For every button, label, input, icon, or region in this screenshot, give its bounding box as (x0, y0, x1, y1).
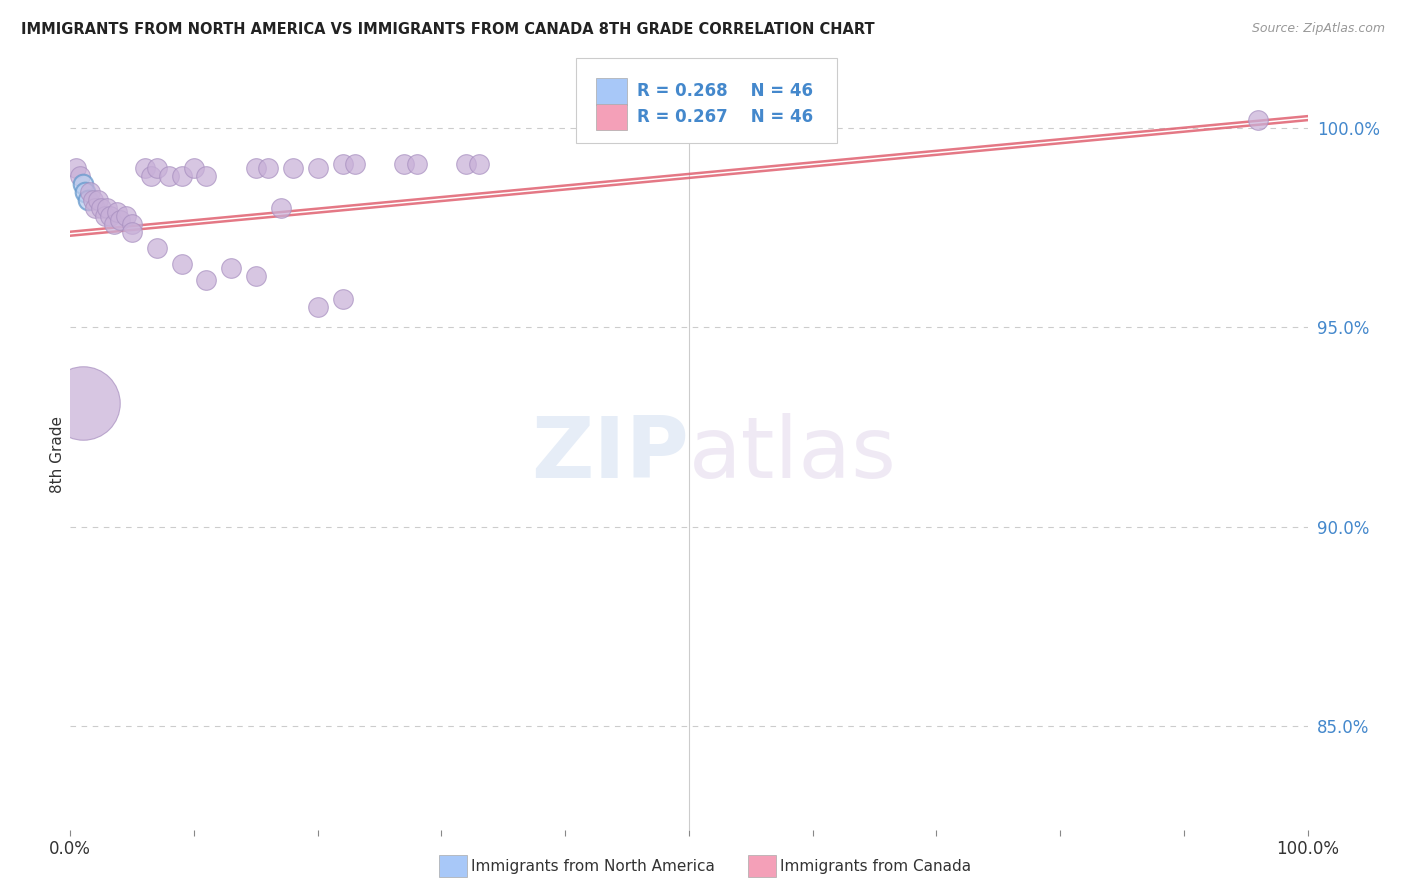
Point (343, 157, 366, 171)
Point (183, 161, 205, 175)
Point (270, 201, 292, 215)
Point (72, 396, 94, 410)
Point (332, 157, 354, 171)
Point (332, 293, 354, 307)
Point (121, 217, 143, 231)
Point (65, 161, 87, 175)
Point (105, 204, 128, 219)
Point (108, 212, 131, 227)
Point (170, 257, 193, 271)
Point (146, 161, 169, 175)
Text: Immigrants from Canada: Immigrants from Canada (780, 859, 972, 873)
Point (115, 209, 138, 223)
Point (75, 185, 97, 199)
Point (245, 268, 267, 283)
Point (219, 260, 242, 275)
Point (79, 185, 101, 199)
Point (307, 301, 329, 315)
Point (157, 169, 180, 183)
Point (134, 161, 156, 175)
Point (76, 193, 98, 207)
Point (146, 241, 169, 255)
Point (195, 272, 218, 286)
Point (139, 169, 162, 183)
Text: Immigrants from North America: Immigrants from North America (471, 859, 714, 873)
Y-axis label: 8th Grade: 8th Grade (49, 417, 65, 493)
Point (456, 157, 478, 171)
Text: Source: ZipAtlas.com: Source: ZipAtlas.com (1251, 22, 1385, 36)
Point (98, 209, 121, 223)
Point (405, 157, 427, 171)
Point (467, 157, 489, 171)
Point (82, 193, 104, 207)
Point (170, 169, 193, 183)
Point (1247, 113, 1270, 128)
Point (281, 161, 304, 175)
Point (103, 217, 125, 231)
Point (245, 161, 267, 175)
Point (257, 161, 280, 175)
Text: R = 0.268    N = 46: R = 0.268 N = 46 (637, 82, 813, 100)
Point (69, 169, 91, 183)
Point (195, 169, 218, 183)
Text: ZIP: ZIP (531, 413, 689, 497)
Text: IMMIGRANTS FROM NORTH AMERICA VS IMMIGRANTS FROM CANADA 8TH GRADE CORRELATION CH: IMMIGRANTS FROM NORTH AMERICA VS IMMIGRA… (21, 22, 875, 37)
Point (72, 177, 94, 191)
Point (394, 157, 416, 171)
Point (121, 225, 143, 239)
Text: atlas: atlas (689, 413, 897, 497)
Point (86, 193, 108, 207)
Text: R = 0.267    N = 46: R = 0.267 N = 46 (637, 108, 813, 126)
Point (96, 201, 118, 215)
Point (90, 201, 112, 215)
Point (84, 201, 107, 215)
Point (94, 209, 117, 223)
Point (307, 161, 329, 175)
